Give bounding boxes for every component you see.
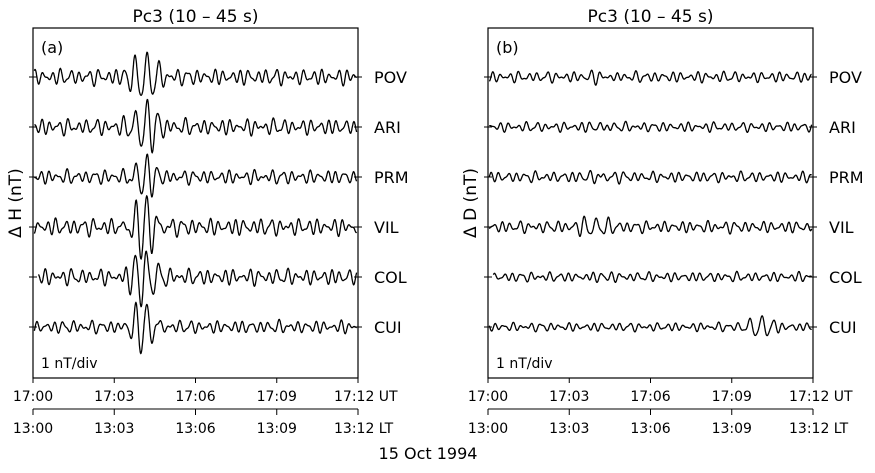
ut-tick-label: 17:00 xyxy=(468,389,508,405)
y-axis-label: Δ H (nT) xyxy=(6,168,26,238)
date-label: 15 Oct 1994 xyxy=(379,444,478,463)
lt-tick-label: 13:06 xyxy=(630,421,670,437)
ut-tick-label: 17:09 xyxy=(257,389,297,405)
panel-label: (b) xyxy=(496,38,519,57)
ut-tick-label: 17:12 UT xyxy=(334,389,398,405)
waveform-prm xyxy=(488,169,813,185)
ut-tick-label: 17:12 UT xyxy=(789,389,853,405)
waveform-cui xyxy=(33,301,357,355)
ut-tick-label: 17:00 xyxy=(13,389,53,405)
waveform-cui xyxy=(488,315,812,337)
waveform-col xyxy=(492,270,813,284)
station-label: COL xyxy=(829,268,862,287)
ut-tick-label: 17:03 xyxy=(94,389,134,405)
lt-tick-label: 13:12 LT xyxy=(789,421,849,437)
station-label: VIL xyxy=(374,218,399,237)
station-label: CUI xyxy=(374,318,402,337)
scale-label: 1 nT/div xyxy=(496,356,553,372)
waveform-prm xyxy=(34,153,358,198)
scale-label: 1 nT/div xyxy=(41,356,98,372)
panel-title: Pc3 (10 – 45 s) xyxy=(133,7,259,27)
ut-tick-label: 17:06 xyxy=(175,389,215,405)
lt-tick-label: 13:06 xyxy=(175,421,215,437)
lt-tick-label: 13:12 LT xyxy=(334,421,394,437)
lt-tick-label: 13:00 xyxy=(468,421,508,437)
station-label: CUI xyxy=(829,318,857,337)
waveform-col xyxy=(37,250,358,308)
panel-title: Pc3 (10 – 45 s) xyxy=(588,7,714,27)
lt-tick-label: 13:03 xyxy=(549,421,589,437)
lt-tick-label: 13:09 xyxy=(712,421,752,437)
station-label: ARI xyxy=(374,118,401,137)
lt-tick-label: 13:03 xyxy=(94,421,134,437)
station-label: COL xyxy=(374,268,407,287)
station-label: VIL xyxy=(829,218,854,237)
lt-tick-label: 13:00 xyxy=(13,421,53,437)
lt-tick-label: 13:09 xyxy=(257,421,297,437)
waveform-ari xyxy=(488,120,813,133)
station-label: ARI xyxy=(829,118,856,137)
ut-tick-label: 17:03 xyxy=(549,389,589,405)
panel-label: (a) xyxy=(41,38,63,57)
waveform-ari xyxy=(34,98,358,154)
waveform-pov xyxy=(488,69,812,86)
ut-tick-label: 17:06 xyxy=(630,389,670,405)
waveform-pov xyxy=(33,51,357,97)
ut-tick-label: 17:09 xyxy=(712,389,752,405)
station-label: PRM xyxy=(374,168,409,187)
station-label: POV xyxy=(374,68,407,87)
station-label: POV xyxy=(829,68,862,87)
waveform-vil xyxy=(33,194,358,261)
station-label: PRM xyxy=(829,168,864,187)
waveform-vil xyxy=(488,215,813,237)
y-axis-label: Δ D (nT) xyxy=(461,168,481,238)
